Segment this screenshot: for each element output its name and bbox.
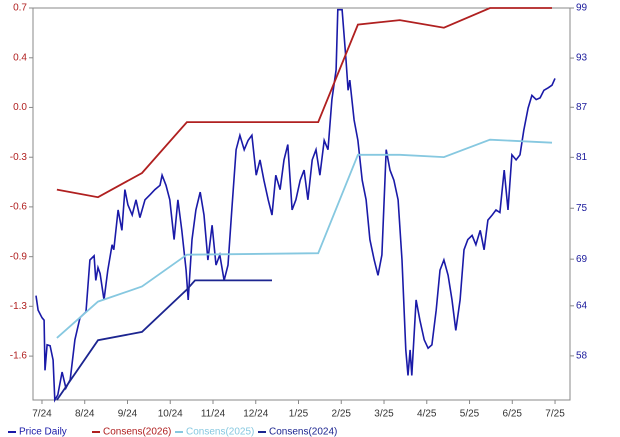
y2-tick-label: 93 [576, 53, 588, 64]
y2-tick-label: 58 [576, 351, 588, 362]
y2-tick-label: 64 [576, 300, 588, 311]
x-tick-label: 9/24 [118, 409, 138, 420]
series-line [56, 7, 552, 199]
x-tick-label: 6/25 [503, 409, 523, 420]
y2-tick-label: 69 [576, 254, 588, 265]
legend-label: Consens(2024) [269, 427, 337, 437]
x-tick-label: 7/25 [545, 409, 565, 420]
y-tick-label: 0.0 [13, 102, 27, 113]
x-tick-label: 4/25 [417, 409, 437, 420]
x-tick-label: 2/25 [332, 409, 352, 420]
y-tick-label: 0.4 [13, 52, 27, 63]
x-tick-label: 11/24 [201, 409, 226, 420]
x-tick-label: 7/24 [32, 409, 52, 420]
x-tick-label: 10/24 [158, 409, 183, 420]
series-line [35, 8, 556, 403]
y-tick-label: -1.3 [10, 301, 28, 312]
legend-label: Consens(2026) [103, 427, 171, 437]
y-tick-label: -0.9 [10, 251, 28, 262]
series-line [56, 138, 553, 339]
y2-tick-label: 81 [576, 152, 588, 163]
y-tick-label: -0.6 [10, 202, 28, 213]
x-tick-label: 12/24 [243, 409, 268, 420]
y-tick-label: -1.6 [10, 351, 28, 362]
x-tick-label: 8/24 [75, 409, 95, 420]
legend-label: Price Daily [19, 427, 67, 437]
y2-tick-label: 75 [576, 203, 588, 214]
series-line [56, 279, 272, 401]
x-tick-label: 5/25 [460, 409, 480, 420]
y-tick-label: -0.3 [10, 152, 28, 163]
y2-tick-label: 87 [576, 102, 588, 113]
y2-tick-label: 99 [576, 3, 588, 14]
plot-frame [32, 7, 571, 401]
x-tick-label: 1/25 [289, 409, 309, 420]
legend-label: Consens(2025) [186, 427, 254, 437]
x-tick-label: 3/25 [374, 409, 394, 420]
y-tick-label: 0.7 [13, 3, 27, 14]
